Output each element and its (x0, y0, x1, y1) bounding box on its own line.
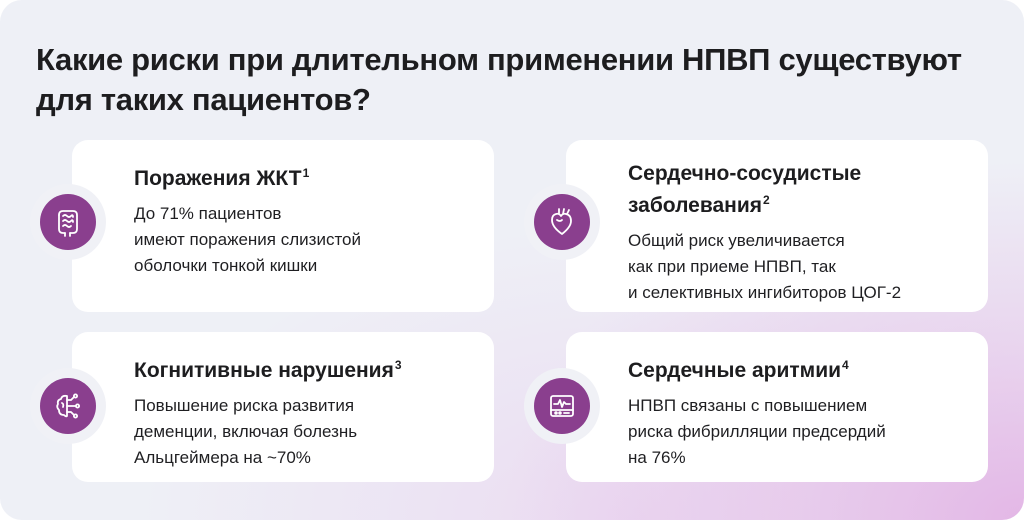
card-text: Повышение риска развития деменции, включ… (134, 396, 358, 467)
card-gi-lesions: Поражения ЖКТ1 До 71% пациентов имеют по… (72, 140, 494, 312)
heart-monitor-icon-badge (524, 368, 600, 444)
footnote-ref: 1 (302, 166, 310, 180)
footnote-ref: 2 (763, 193, 770, 207)
card-heading: Сердечные аритмии4 (628, 358, 849, 382)
card-text: До 71% пациентов имеют поражения слизист… (134, 204, 361, 275)
heart-monitor-icon (550, 395, 574, 417)
card-arrhythmia: Сердечные аритмии4 НПВП связаны с повыше… (566, 332, 988, 482)
card-text: Общий риск увеличивается как при приеме … (628, 231, 902, 302)
heart-icon-badge (524, 184, 600, 260)
card-heading: Когнитивные нарушения3 (134, 358, 402, 382)
footnote-ref: 3 (394, 358, 402, 372)
card-cardiovascular: Сердечно-сосудистые заболевания2 Общий р… (566, 140, 988, 312)
page-title: Какие риски при длительном применении НП… (36, 42, 962, 117)
brain-circuit-icon (56, 393, 80, 419)
brain-circuit-icon-badge (30, 368, 106, 444)
intestine-icon-badge (30, 184, 106, 260)
footnote-ref: 4 (842, 358, 849, 372)
card-heading: Сердечно-сосудистые заболевания2 (628, 162, 862, 217)
card-text: НПВП связаны с повышением риска фибрилля… (628, 396, 886, 467)
intestine-icon (58, 210, 78, 237)
heart-icon (551, 208, 572, 235)
card-heading: Поражения ЖКТ1 (134, 166, 310, 190)
card-cognitive: Когнитивные нарушения3 Повышение риска р… (72, 332, 494, 482)
